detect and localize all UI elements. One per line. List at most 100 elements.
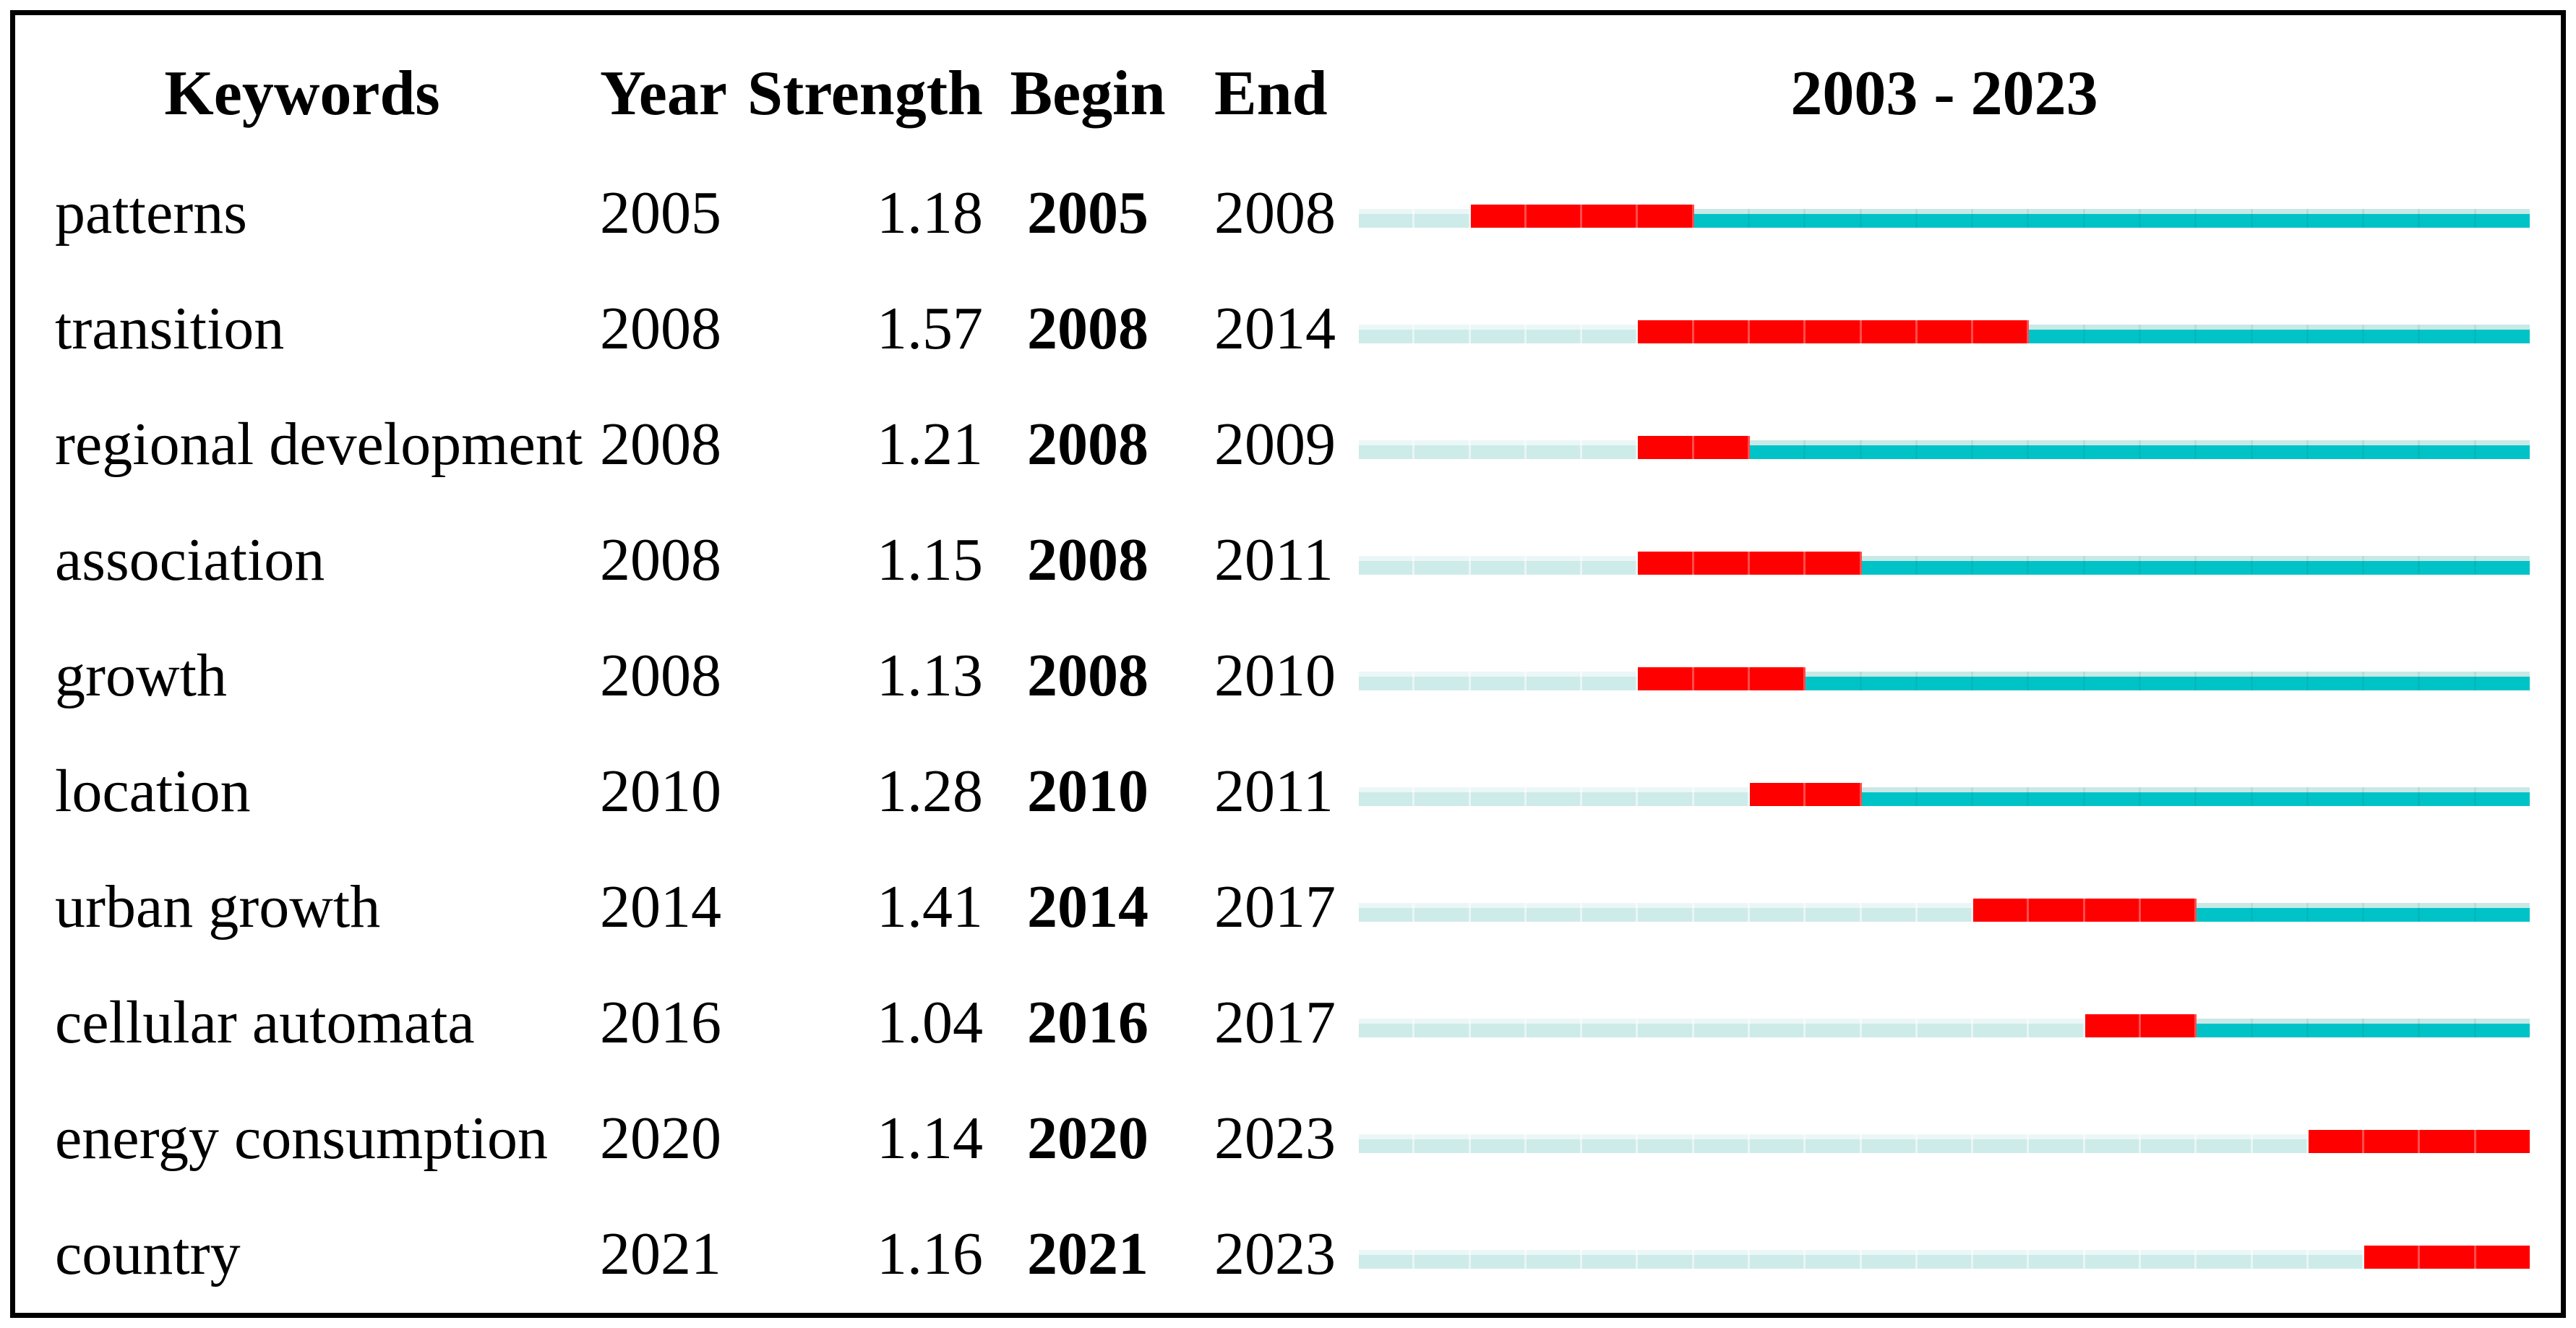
end-cell: 2011 [1214,526,1334,594]
table-row: patterns 2005 1.18 2005 2008 [15,155,2561,271]
timeline-year-segment [1749,1250,1806,1269]
table-header-row: Keywords Year Strength Begin End 2003 - … [15,33,2561,155]
timeline-year-segment [2029,672,2085,690]
timeline-year-segment [2420,903,2476,922]
timeline-year-segment [2085,1014,2141,1037]
timeline-year-segment [2197,1250,2253,1269]
timeline-year-segment [1917,1134,1974,1153]
begin-cell: 2008 [1027,295,1149,362]
header-strength: Strength [747,59,983,129]
timeline-year-segment [1638,436,1694,459]
timeline-year-segment [1582,1250,1639,1269]
timeline-cell [1359,1240,2530,1269]
timeline-year-segment [1359,787,1415,806]
timeline-year-segment [1638,205,1694,228]
timeline-year-segment [1638,667,1694,690]
timeline-year-segment [2308,1019,2365,1037]
timeline-year-segment [1638,1019,1694,1037]
timeline-year-segment [2476,1130,2530,1153]
timeline-year-segment [1414,556,1471,575]
header-timeline-range: 2003 - 2023 [1790,59,2098,129]
keyword-cell: transition [55,295,285,362]
timeline-year-segment [1638,1134,1694,1153]
timeline-year-segment [2140,787,2197,806]
timeline-year-segment [1861,440,1918,459]
timeline-year-segment [1526,787,1583,806]
timeline-cell [1359,314,2530,343]
timeline-year-segment [2029,556,2085,575]
burst-table: Keywords Year Strength Begin End 2003 - … [15,15,2561,1312]
timeline-year-segment [1638,552,1694,575]
timeline-year-segment [1470,672,1527,690]
timeline-year-segment [2252,1019,2309,1037]
timeline-year-segment [2085,440,2141,459]
timeline-year-segment [1470,325,1527,343]
timeline-year-segment [1526,1134,1583,1153]
strength-cell: 1.14 [877,1105,983,1172]
timeline-year-segment [2420,1246,2476,1269]
timeline-year-segment [1749,552,1806,575]
timeline-year-segment [2476,672,2530,690]
timeline-year-segment [2197,209,2253,228]
timeline-year-segment [2197,1134,2253,1153]
timeline-year-segment [1638,903,1694,922]
strength-cell: 1.21 [877,411,983,478]
timeline-year-segment [2085,325,2141,343]
timeline-year-segment [2252,1250,2309,1269]
timeline-year-segment [2364,209,2421,228]
timeline-year-segment [1917,1250,1974,1269]
timeline-year-segment [1526,325,1583,343]
timeline-year-segment [2140,1250,2197,1269]
timeline-year-segment [2029,209,2085,228]
begin-cell: 2021 [1027,1220,1149,1288]
timeline-year-segment [1414,1134,1471,1153]
year-cell: 2016 [600,989,721,1056]
timeline-year-segment [2476,1019,2530,1037]
timeline-year-segment [2085,899,2141,922]
timeline-year-segment [1693,552,1750,575]
year-cell: 2020 [600,1105,721,1172]
timeline-year-segment [2252,787,2309,806]
table-row: association 2008 1.15 2008 2011 [15,502,2561,618]
burst-timeline-bar [1359,552,2530,575]
timeline-year-segment [2364,1019,2421,1037]
timeline-year-segment [2085,209,2141,228]
timeline-year-segment [2029,899,2085,922]
burst-timeline-bar [1359,899,2530,922]
timeline-year-segment [1359,1250,1415,1269]
timeline-year-segment [1526,1250,1583,1269]
timeline-year-segment [1582,1134,1639,1153]
timeline-year-segment [2085,672,2141,690]
timeline-year-segment [1582,787,1639,806]
timeline-year-segment [1693,320,1750,343]
timeline-year-segment [1806,552,1862,575]
timeline-year-segment [1861,1019,1918,1037]
timeline-year-segment [2197,325,2253,343]
timeline-year-segment [1638,320,1694,343]
timeline-year-segment [1693,1019,1750,1037]
keyword-cell: location [55,758,251,825]
timeline-year-segment [2140,440,2197,459]
table-row: energy consumption 2020 1.14 2020 2023 [15,1081,2561,1196]
timeline-year-segment [1414,1019,1471,1037]
timeline-year-segment [1749,209,1806,228]
end-cell: 2023 [1214,1220,1336,1288]
year-cell: 2008 [600,526,721,594]
timeline-year-segment [1749,667,1806,690]
timeline-year-segment [1693,903,1750,922]
timeline-year-segment [1414,209,1471,228]
keyword-cell: growth [55,642,227,709]
timeline-year-segment [1470,787,1527,806]
timeline-year-segment [1749,783,1806,806]
timeline-year-segment [2029,1019,2085,1037]
timeline-year-segment [2140,899,2197,922]
begin-cell: 2008 [1027,642,1149,709]
timeline-year-segment [2029,1134,2085,1153]
strength-cell: 1.16 [877,1220,983,1288]
timeline-year-segment [1973,672,2030,690]
timeline-year-segment [1861,1134,1918,1153]
timeline-year-segment [2085,556,2141,575]
timeline-year-segment [1414,903,1471,922]
timeline-year-segment [1414,325,1471,343]
table-row: urban growth 2014 1.41 2014 2017 [15,849,2561,965]
